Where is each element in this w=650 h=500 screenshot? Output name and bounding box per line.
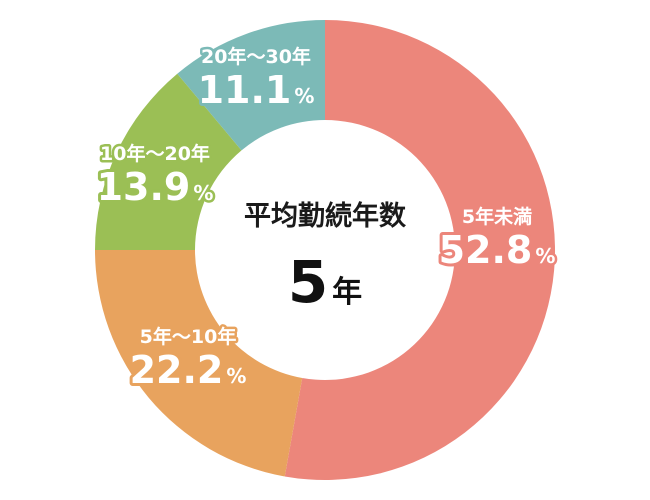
slice-label-value-3: 13.9%	[97, 165, 214, 209]
center-value-unit: 年	[332, 275, 362, 310]
center-value-number: 5	[288, 248, 328, 316]
slice-value-number-2: 22.2	[130, 348, 224, 392]
center-title: 平均勤続年数	[244, 200, 407, 232]
slice-label-value-2: 22.2%	[130, 348, 247, 392]
slice-value-suffix-1: %	[535, 244, 555, 268]
donut-slice-4	[177, 19, 325, 151]
slice-value-number-1: 52.8	[439, 228, 533, 272]
donut-slices	[95, 19, 556, 480]
slice-label-value-4: 11.1%	[198, 68, 315, 112]
slice-value-number-3: 13.9	[97, 165, 191, 209]
slice-label-category-3: 10年～20年	[100, 142, 210, 165]
donut-slice-3	[95, 73, 242, 251]
slice-value-suffix-4: %	[294, 84, 314, 108]
donut-slice-2	[95, 250, 303, 477]
slice-value-suffix-2: %	[226, 364, 246, 388]
slice-label-category-1: 5年未満	[462, 205, 532, 228]
slice-label-category-2: 5年～10年	[140, 325, 237, 348]
slice-label-value-1: 52.8%	[439, 228, 556, 272]
slice-value-number-4: 11.1	[198, 68, 292, 112]
slice-value-suffix-3: %	[193, 181, 213, 205]
slice-label-category-4: 20年～30年	[201, 45, 311, 68]
donut-slice-1	[284, 20, 556, 480]
